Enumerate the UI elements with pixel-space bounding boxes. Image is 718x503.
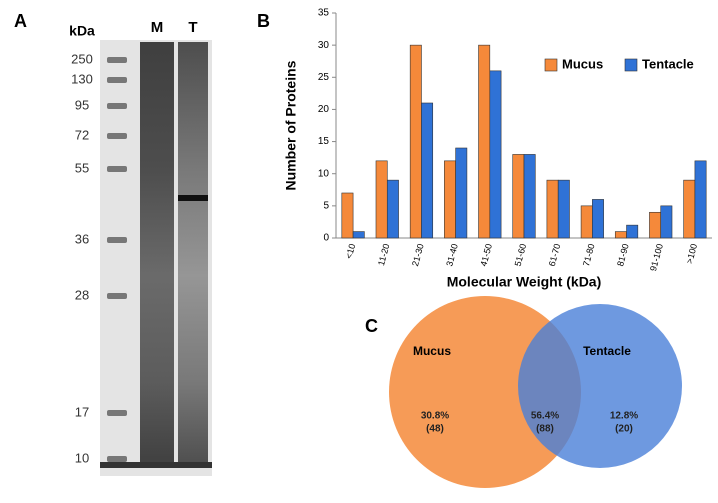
gel-unit-label: kDa — [69, 23, 95, 39]
bar — [455, 147, 468, 239]
bar — [352, 231, 365, 239]
x-tick-label: 41-50 — [478, 243, 494, 268]
marker-band — [107, 456, 127, 462]
lane-label: T — [188, 19, 197, 36]
bar — [409, 44, 422, 239]
x-tick-label: 91-100 — [648, 243, 665, 273]
bar — [512, 154, 525, 239]
marker-label: 28 — [75, 287, 89, 302]
marker-band — [107, 293, 127, 299]
gel-lane — [140, 42, 174, 467]
panel-label: A — [14, 11, 27, 31]
marker-label: 250 — [71, 51, 93, 66]
x-tick-label: 71-80 — [581, 243, 597, 268]
bar — [660, 205, 673, 239]
panel-label: B — [257, 11, 270, 31]
marker-band — [107, 237, 127, 243]
marker-band — [107, 410, 127, 416]
bar — [478, 44, 491, 239]
marker-label: 36 — [75, 231, 89, 246]
bar — [546, 179, 559, 239]
y-tick-label: 0 — [323, 233, 329, 244]
bar — [694, 160, 707, 239]
region-count: (88) — [536, 424, 554, 435]
marker-band — [107, 166, 127, 172]
legend-label: Tentacle — [642, 56, 694, 71]
y-axis-label: Number of Proteins — [283, 60, 299, 190]
gel-front — [100, 462, 212, 468]
set-circle — [518, 304, 682, 468]
gel-lane — [178, 42, 208, 467]
bar — [592, 199, 604, 239]
x-tick-label: 51-60 — [513, 243, 529, 268]
x-axis-label: Molecular Weight (kDa) — [447, 274, 602, 290]
x-tick-label: 81-90 — [615, 243, 631, 268]
bar — [375, 160, 388, 239]
legend-swatch — [624, 58, 638, 72]
set-label: Mucus — [413, 344, 451, 358]
x-tick-label: 31-40 — [444, 243, 460, 268]
marker-label: 17 — [75, 404, 89, 419]
x-tick-label: 21-30 — [410, 243, 426, 268]
bar — [580, 205, 593, 239]
y-tick-label: 30 — [318, 40, 330, 51]
bar — [341, 192, 354, 239]
region-percent: 12.8% — [610, 411, 638, 422]
region-percent: 30.8% — [421, 411, 449, 422]
marker-label: 95 — [75, 97, 89, 112]
bar — [626, 224, 639, 239]
panel-label: C — [365, 316, 378, 336]
x-tick-label: <10 — [344, 243, 358, 260]
set-label: Tentacle — [583, 344, 631, 358]
region-count: (20) — [615, 424, 633, 435]
marker-label: 10 — [75, 450, 89, 465]
marker-band — [107, 103, 127, 109]
region-count: (48) — [426, 424, 444, 435]
bar — [386, 179, 399, 239]
legend-label: Mucus — [562, 56, 603, 71]
bar — [523, 154, 536, 239]
y-tick-label: 25 — [318, 72, 330, 83]
bar — [683, 179, 696, 239]
y-tick-label: 10 — [318, 168, 330, 179]
y-tick-label: 20 — [318, 104, 330, 115]
y-tick-label: 35 — [318, 8, 330, 19]
bar — [421, 102, 434, 239]
x-tick-label: 61-70 — [547, 243, 563, 268]
bar — [649, 211, 662, 239]
marker-label: 72 — [75, 127, 89, 142]
bar — [557, 179, 570, 239]
x-tick-label: 11-20 — [376, 243, 391, 267]
legend-swatch — [544, 58, 558, 72]
bar — [614, 231, 627, 239]
marker-label: 55 — [75, 160, 89, 175]
marker-label: 130 — [71, 71, 93, 86]
region-percent: 56.4% — [531, 411, 559, 422]
y-tick-label: 5 — [323, 200, 329, 211]
marker-band — [107, 57, 127, 63]
bar — [489, 70, 502, 239]
marker-band — [107, 77, 127, 83]
x-tick-label: >100 — [684, 243, 699, 265]
lane-label: M — [151, 19, 164, 36]
bar — [444, 160, 456, 239]
y-tick-label: 15 — [318, 136, 330, 147]
marker-band — [107, 133, 127, 139]
gel-band — [178, 195, 208, 201]
